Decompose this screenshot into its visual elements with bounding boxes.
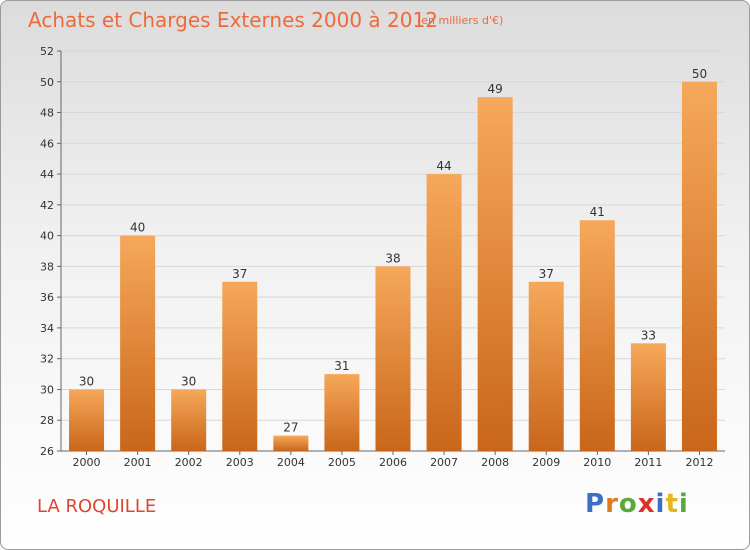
x-tick-label: 2011: [634, 456, 662, 469]
x-tick-label: 2001: [124, 456, 152, 469]
bar-2005: [324, 374, 360, 451]
y-tick-label: 42: [40, 199, 54, 212]
bar-2003: [222, 281, 258, 451]
proxiti-logo: Proxiti: [585, 489, 689, 519]
x-tick-label: 2003: [226, 456, 254, 469]
data-label-2010: 41: [590, 205, 605, 219]
chart-title: Achats et Charges Externes 2000 à 2012: [28, 8, 438, 32]
data-label-2011: 33: [641, 328, 656, 342]
y-tick-label: 50: [40, 76, 54, 89]
bar-2006: [375, 266, 411, 451]
bar-2001: [120, 235, 156, 451]
bar-2011: [630, 343, 666, 451]
x-tick-label: 2009: [532, 456, 560, 469]
x-tick-label: 2002: [175, 456, 203, 469]
bar-2000: [69, 389, 105, 451]
y-tick-label: 28: [40, 414, 54, 427]
bar-2004: [273, 435, 309, 451]
x-tick-label: 2006: [379, 456, 407, 469]
data-label-2006: 38: [385, 251, 400, 265]
x-tick-label: 2000: [73, 456, 101, 469]
x-tick-label: 2008: [481, 456, 509, 469]
data-label-2005: 31: [334, 359, 349, 373]
x-tick-label: 2010: [583, 456, 611, 469]
y-tick-label: 36: [40, 291, 54, 304]
y-tick-label: 30: [40, 383, 54, 396]
x-tick-label: 2007: [430, 456, 458, 469]
data-label-2000: 30: [79, 374, 94, 388]
y-tick-label: 38: [40, 260, 54, 273]
data-labels: 30 40 30 37 27 31 38 44 49 37 41 33 50: [79, 67, 707, 435]
y-tick-label: 44: [40, 168, 54, 181]
bar-2010: [579, 220, 615, 451]
bar-2002: [171, 389, 207, 451]
y-tick-label: 48: [40, 107, 54, 120]
bar-2009: [528, 281, 564, 451]
bar-2007: [426, 174, 462, 452]
data-label-2004: 27: [283, 421, 298, 435]
data-label-2012: 50: [692, 67, 707, 81]
bars: [69, 81, 717, 452]
bar-2008: [477, 97, 513, 452]
y-tick-label: 32: [40, 353, 54, 366]
x-tick-label: 2005: [328, 456, 356, 469]
y-tick-label: 52: [40, 45, 54, 58]
axes: 26 28 30 32 34 36 38 40 42 44 46 48 50 52 2000 2001 2002…: [40, 45, 725, 469]
data-label-2008: 49: [488, 82, 503, 96]
data-label-2003: 37: [232, 267, 247, 281]
x-tick-label: 2004: [277, 456, 305, 469]
y-tick-label: 40: [40, 230, 54, 243]
bar-2012: [681, 81, 717, 452]
y-tick-label: 34: [40, 322, 54, 335]
y-tick-label: 46: [40, 137, 54, 150]
x-tick-label: 2012: [685, 456, 713, 469]
data-label-2002: 30: [181, 374, 196, 388]
commune-name: LA ROQUILLE: [37, 496, 157, 517]
data-label-2007: 44: [436, 159, 451, 173]
data-label-2009: 37: [539, 267, 554, 281]
data-label-2001: 40: [130, 221, 145, 235]
y-tick-label: 26: [40, 445, 54, 458]
chart-subtitle: (en milliers d'€): [417, 14, 504, 27]
